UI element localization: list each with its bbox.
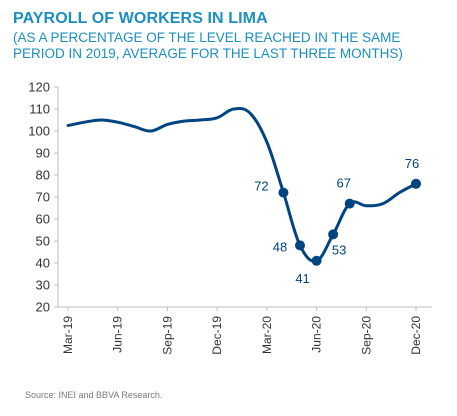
data-point-marker [411, 178, 421, 189]
data-point-marker [311, 255, 322, 266]
x-tick-label: Mar-19 [61, 316, 75, 354]
data-label: 67 [336, 176, 350, 191]
data-label: 48 [273, 239, 287, 254]
y-tick-label: 120 [28, 80, 50, 95]
x-tick-label: Sep-20 [359, 316, 373, 355]
x-tick-label: Jun-19 [111, 316, 125, 353]
data-label: 76 [405, 156, 419, 171]
y-tick-label: 90 [36, 146, 50, 161]
x-tick-label: Dec-19 [210, 316, 224, 355]
y-tick-label: 70 [36, 190, 50, 205]
y-tick-label: 80 [36, 168, 50, 183]
data-label: 41 [295, 271, 309, 286]
data-point-marker [295, 240, 305, 251]
y-tick-label: 100 [28, 124, 50, 139]
x-tick-label: Sep-19 [160, 316, 174, 355]
y-tick-label: 20 [36, 300, 50, 315]
y-tick-label: 110 [29, 102, 50, 117]
x-tick-label: Jun-20 [310, 316, 324, 353]
series-line [66, 106, 418, 263]
data-label: 53 [332, 242, 346, 257]
data-point-marker [328, 229, 339, 240]
y-tick-label: 40 [36, 256, 50, 271]
data-point-marker [344, 198, 355, 209]
y-tick-label: 50 [36, 234, 50, 249]
chart-title: PAYROLL OF WORKERS IN LIMA [13, 10, 268, 27]
data-label: 72 [254, 179, 268, 194]
x-tick-label: Mar-20 [260, 316, 274, 354]
plot-group: 72 48 41 53 67 76 [66, 106, 421, 286]
y-tick-label: 60 [36, 212, 50, 227]
data-point-marker [278, 187, 289, 198]
axes-group: 20 30 40 50 60 70 80 90 100 110 120 Mar-19 Jun-19 Sep… [28, 80, 432, 355]
x-tick-label: Dec-20 [409, 316, 423, 355]
chart-subtitle: (AS A PERCENTAGE OF THE LEVEL REACHED IN… [13, 30, 403, 61]
source-note: Source: INEI and BBVA Research. [25, 390, 163, 400]
line-chart: 20 30 40 50 60 70 80 90 100 110 120 Mar-19 Jun-19 Sep… [28, 80, 432, 355]
y-tick-label: 30 [36, 278, 50, 293]
